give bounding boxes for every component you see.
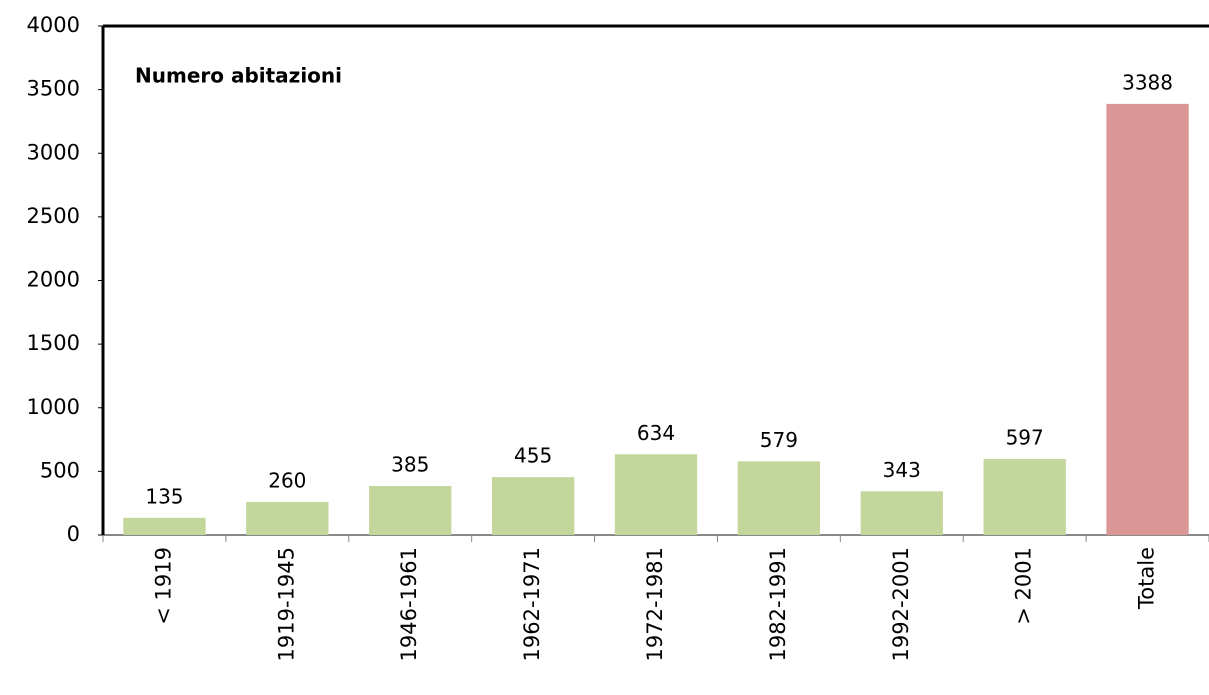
x-tick-label: 1972-1981 [643,547,667,661]
y-tick-label: 1500 [27,331,80,355]
data-label: 3388 [1122,70,1173,94]
data-label: 597 [1006,426,1044,450]
bar [860,491,943,535]
x-tick-label: Totale [1135,547,1159,610]
bar [1106,103,1189,535]
x-tick-label: 1919-1945 [274,547,298,661]
x-tick-label: 1992-2001 [889,547,913,661]
data-label: 343 [883,458,921,482]
bar [491,477,575,535]
bar [369,486,452,535]
x-tick-label: 1962-1971 [520,547,544,661]
y-tick-label: 3500 [27,77,80,101]
x-tick-label: 1982-1991 [766,547,790,661]
data-label: 579 [760,428,798,452]
data-label: 385 [391,453,429,477]
chart-title: Numero abitazioni [135,64,342,88]
y-tick-label: 3000 [27,140,80,164]
y-tick-label: 0 [67,522,80,546]
bar [123,517,206,535]
x-tick-label: 1946-1961 [397,547,421,661]
y-tick-label: 2000 [27,268,80,292]
data-label: 135 [145,484,183,508]
x-tick-label: < 1919 [151,547,175,625]
data-label: 634 [637,421,675,445]
y-tick-label: 2500 [27,204,80,228]
data-label: 455 [514,444,552,468]
bar [614,454,698,535]
x-tick-label: > 2001 [1012,547,1036,625]
y-tick-label: 500 [40,458,80,482]
bar [246,501,329,535]
bar [737,461,821,535]
y-tick-label: 1000 [27,395,80,419]
y-tick-label: 4000 [27,13,80,37]
data-label: 260 [268,468,306,492]
bar [983,459,1066,535]
